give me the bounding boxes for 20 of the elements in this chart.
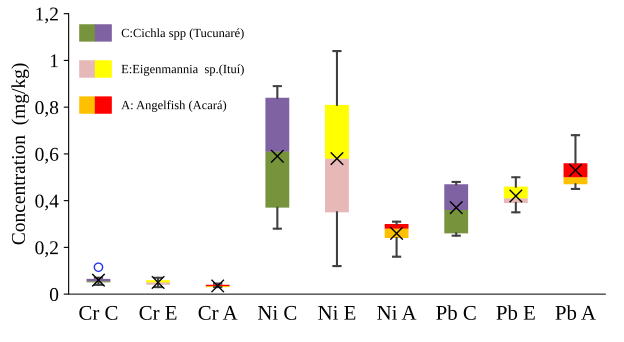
y-tick-label: 0,4	[35, 194, 59, 210]
legend-label: C:Cichla spp (Tucunaré)	[122, 28, 244, 40]
y-tick-label: 0,6	[35, 148, 58, 164]
x-tick-label: Pb C	[436, 305, 476, 320]
y-tick-label: 1	[50, 54, 58, 68]
legend-label: A: Angelfish (Acará)	[121, 100, 226, 112]
x-tick-label: Pb E	[496, 305, 535, 320]
y-tick-label: 0,8	[35, 100, 58, 117]
legend-label: E:Eigenmannia sp.(Ituí)	[122, 64, 244, 76]
y-axis-title: Concentration (mg/kg)	[11, 63, 30, 244]
y-tick-label: 1,2	[36, 8, 58, 24]
x-tick-label: Cr E	[140, 306, 176, 320]
y-tick-label: 0	[50, 288, 58, 302]
x-tick-label: Cr C	[79, 306, 118, 320]
x-tick-label: Ni A	[377, 306, 416, 320]
x-tick-label: Ni C	[258, 306, 296, 320]
x-tick-label: Cr A	[198, 306, 238, 320]
x-tick-label: Pb A	[556, 305, 596, 320]
y-tick-label: 0,2	[35, 241, 58, 258]
x-tick-label: Ni E	[318, 306, 356, 320]
